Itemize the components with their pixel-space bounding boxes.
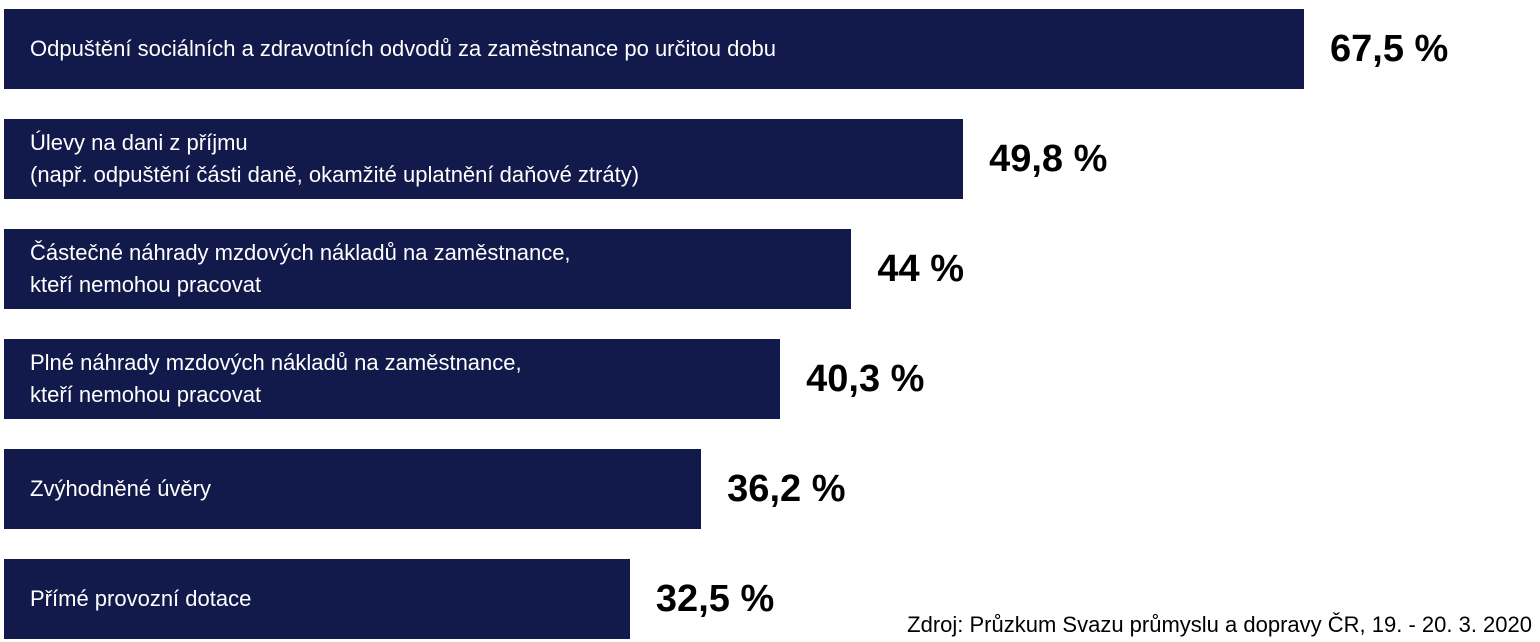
category-label: Plné náhrady mzdových nákladů na zaměstn…	[30, 350, 522, 375]
bar: Plné náhrady mzdových nákladů na zaměstn…	[4, 339, 781, 419]
bar: Odpuštění sociálních a zdravotních odvod…	[4, 9, 1304, 89]
category-label: (např. odpuštění části daně, okamžité up…	[30, 162, 640, 187]
category-label: kteří nemohou pracovat	[30, 382, 262, 407]
value-label: 32,5 %	[655, 577, 775, 620]
bar: Částečné náhrady mzdových nákladů na zam…	[4, 229, 852, 309]
value-label: 67,5 %	[1330, 27, 1449, 70]
category-label: Přímé provozní dotace	[30, 586, 252, 611]
category-label: Částečné náhrady mzdových nákladů na zam…	[30, 240, 571, 265]
value-label: 36,2 %	[727, 467, 846, 510]
value-label: 44 %	[877, 247, 965, 290]
bar: Přímé provozní dotace	[4, 559, 630, 639]
category-label: Zvýhodněné úvěry	[30, 476, 211, 501]
value-label: 49,8 %	[989, 137, 1108, 180]
value-label: 40,3 %	[806, 357, 925, 400]
source-note: Zdroj: Průzkum Svazu průmyslu a dopravy …	[907, 612, 1532, 637]
category-label: kteří nemohou pracovat	[30, 272, 262, 297]
category-label: Odpuštění sociálních a zdravotních odvod…	[30, 36, 777, 61]
bar: Zvýhodněné úvěry	[4, 449, 702, 529]
bar: Úlevy na dani z příjmu (např. odpuštění č…	[4, 119, 964, 199]
category-label: Úlevy na dani z příjmu	[30, 130, 248, 155]
